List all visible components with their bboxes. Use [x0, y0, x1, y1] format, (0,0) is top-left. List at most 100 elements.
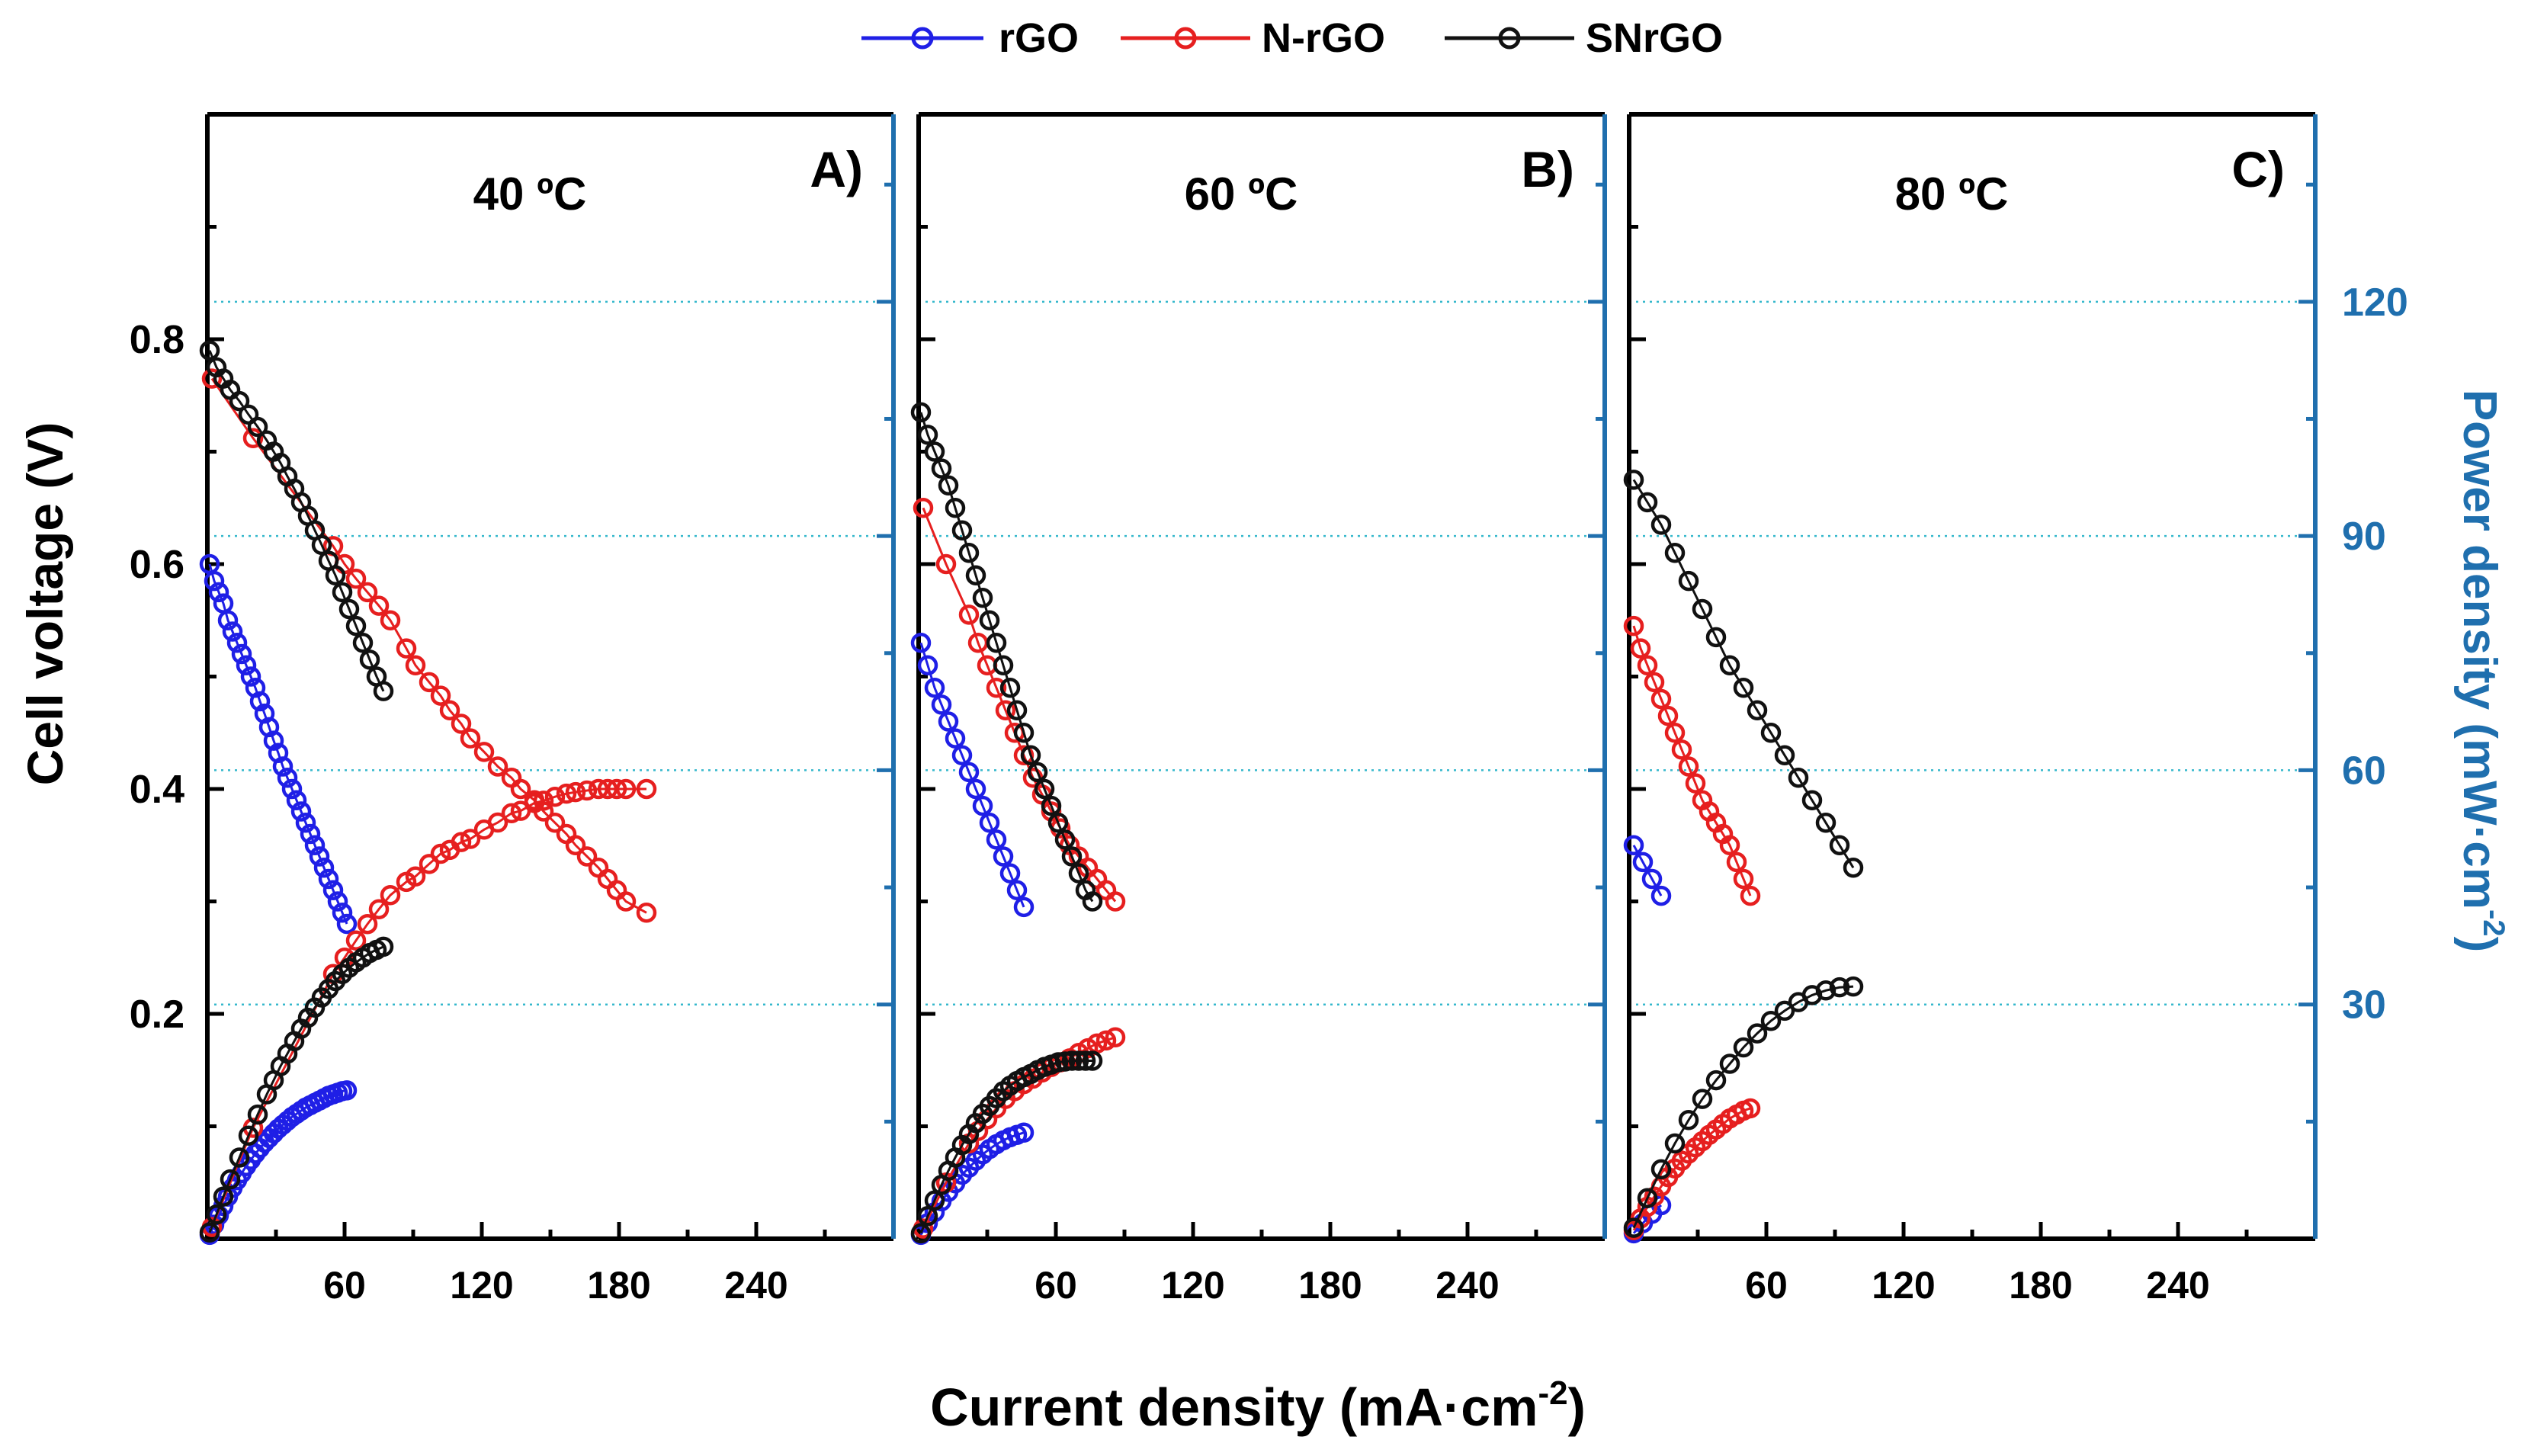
y-right-tick-label: 90 — [2342, 515, 2386, 559]
voltage-point-n-rgo — [576, 846, 598, 867]
power-point-n-rgo — [576, 780, 598, 801]
voltage-point-snrgo — [1054, 829, 1076, 850]
voltage-point-n-rgo — [544, 813, 566, 833]
voltage-point-snrgo — [1650, 515, 1672, 535]
power-point-n-rgo — [405, 866, 426, 887]
voltage-point-rgo — [277, 768, 298, 788]
legend: rGO N-rGO SNrGO — [861, 15, 1723, 61]
voltage-point-snrgo — [338, 598, 360, 620]
voltage-point-rgo — [332, 903, 353, 923]
x-tick-label: 180 — [2009, 1264, 2072, 1307]
voltage-point-rgo — [986, 829, 1007, 850]
power-point-snrgo — [206, 1204, 227, 1225]
voltage-point-rgo — [1623, 835, 1644, 855]
power-point-snrgo — [1678, 1110, 1699, 1130]
voltage-point-n-rgo — [935, 553, 957, 575]
voltage-point-snrgo — [373, 681, 394, 701]
power-point-snrgo — [1061, 1050, 1083, 1071]
y-axis-right-title-close: ) — [2453, 937, 2506, 953]
voltage-point-snrgo — [247, 416, 268, 438]
voltage-point-rgo — [951, 745, 973, 765]
panel-a-label: A) — [810, 141, 863, 197]
power-point-n-rgo — [1740, 1098, 1761, 1119]
y-right-tick-label: 60 — [2342, 749, 2386, 793]
voltage-point-rgo — [958, 762, 980, 783]
power-point-rgo — [1013, 1122, 1035, 1143]
voltage-point-rgo — [281, 778, 303, 800]
voltage-point-snrgo — [1774, 745, 1795, 765]
legend-label-rgo: rGO — [999, 15, 1079, 61]
voltage-point-snrgo — [1719, 655, 1740, 675]
voltage-point-n-rgo — [1637, 655, 1658, 675]
voltage-point-snrgo — [1788, 768, 1809, 788]
voltage-point-snrgo — [1020, 745, 1041, 765]
voltage-line-n-rgo — [922, 507, 1117, 903]
power-point-snrgo — [199, 1222, 220, 1243]
voltage-point-snrgo — [999, 678, 1021, 698]
x-tick-label: 180 — [1298, 1264, 1362, 1307]
voltage-point-n-rgo — [636, 903, 657, 923]
voltage-point-rgo — [1650, 885, 1672, 906]
panel-c-temperature: 80 ºC — [1895, 168, 2009, 220]
legend-marker-rgo — [911, 27, 934, 50]
voltage-point-n-rgo — [368, 595, 390, 616]
voltage-point-snrgo — [1705, 627, 1727, 648]
power-point-n-rgo — [565, 781, 586, 803]
voltage-point-n-rgo — [615, 891, 637, 912]
legend-entry-snrgo: SNrGO — [1445, 15, 1723, 61]
x-axis-title-main: Current density (mA·cm — [930, 1377, 1538, 1437]
y-axis-left-title: Cell voltage (V) — [17, 422, 73, 786]
voltage-point-snrgo — [352, 633, 374, 653]
voltage-point-n-rgo — [242, 428, 264, 449]
power-point-n-rgo — [544, 786, 566, 807]
power-point-snrgo — [1623, 1217, 1644, 1238]
voltage-line-rgo — [208, 563, 348, 925]
voltage-point-rgo — [999, 863, 1021, 884]
x-tick-label: 120 — [450, 1264, 513, 1307]
y-axis-right-title: Power density (mW·cm-2) — [2453, 390, 2510, 952]
panel-c-label: C) — [2231, 141, 2285, 197]
voltage-point-n-rgo — [958, 605, 980, 625]
voltage-point-snrgo — [1047, 813, 1069, 833]
voltage-point-rgo — [222, 621, 243, 642]
voltage-point-rgo — [322, 880, 344, 900]
voltage-point-snrgo — [1664, 543, 1686, 563]
voltage-point-rgo — [249, 691, 271, 712]
power-point-n-rgo — [419, 854, 440, 874]
voltage-point-n-rgo — [1650, 688, 1672, 710]
voltage-point-rgo — [231, 643, 252, 665]
series-snrgo-panel-c — [1623, 470, 1864, 1238]
voltage-point-rgo — [972, 795, 993, 816]
voltage-point-rgo — [217, 610, 239, 630]
x-tick-label: 240 — [724, 1264, 788, 1307]
voltage-point-n-rgo — [405, 655, 426, 675]
power-point-snrgo — [1692, 1089, 1713, 1109]
voltage-point-rgo — [272, 756, 294, 777]
voltage-point-snrgo — [1041, 795, 1062, 816]
x-tick-label: 120 — [1872, 1264, 1935, 1307]
voltage-point-rgo — [300, 823, 321, 845]
voltage-point-snrgo — [1027, 762, 1048, 783]
series-snrgo-panel-b — [910, 402, 1103, 1244]
series-n-rgo-panel-a — [201, 368, 657, 1237]
voltage-point-rgo — [938, 711, 959, 732]
y-right-tick-label: 120 — [2342, 281, 2408, 325]
voltage-point-n-rgo — [1685, 773, 1706, 794]
voltage-point-snrgo — [986, 633, 1007, 653]
power-point-n-rgo — [1105, 1027, 1126, 1047]
voltage-point-rgo — [917, 655, 938, 675]
power-point-snrgo — [1705, 1070, 1727, 1091]
voltage-point-n-rgo — [201, 368, 223, 389]
voltage-point-rgo — [313, 858, 335, 878]
x-tick-label: 60 — [1745, 1264, 1788, 1307]
power-point-snrgo — [1075, 1050, 1096, 1071]
power-point-n-rgo — [368, 899, 390, 919]
series-rgo-panel-a — [199, 553, 358, 1246]
voltage-point-snrgo — [359, 649, 380, 670]
voltage-point-rgo — [327, 891, 348, 912]
voltage-point-rgo — [204, 570, 225, 592]
voltage-point-rgo — [236, 655, 257, 675]
voltage-point-n-rgo — [439, 700, 460, 720]
voltage-point-n-rgo — [1726, 851, 1747, 873]
x-tick-label: 180 — [587, 1264, 650, 1307]
